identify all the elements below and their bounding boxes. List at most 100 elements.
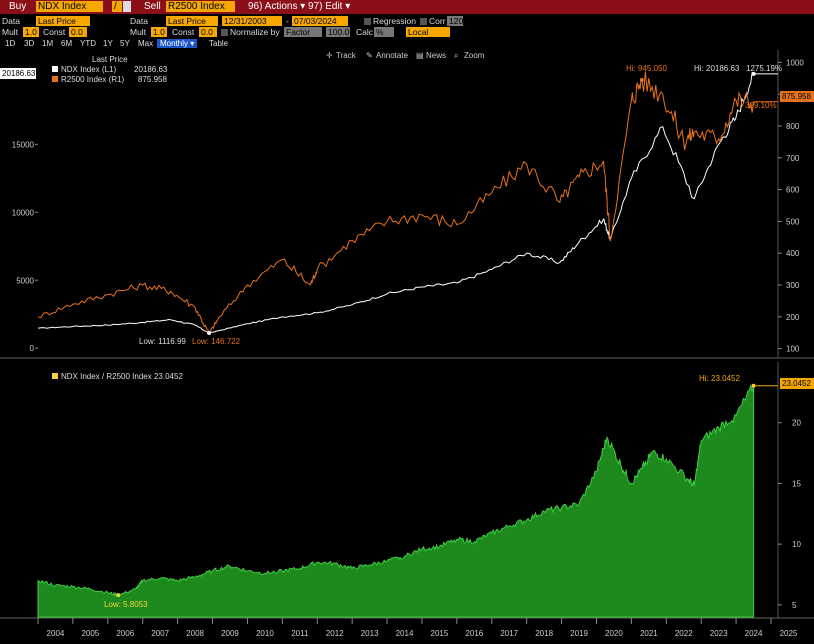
range-1d[interactable]: 1D — [5, 39, 16, 48]
const2-label: Const — [172, 27, 195, 37]
ratio-value-tag — [780, 378, 814, 389]
r2500-change-label: 329.10% — [745, 101, 777, 110]
ndx-low-marker — [207, 331, 212, 336]
right-y-tick-label: 800 — [786, 122, 800, 131]
range-3d[interactable]: 3D — [24, 39, 35, 48]
range-1y[interactable]: 1Y — [103, 39, 113, 48]
ratio-y-tick-label: 5 — [792, 601, 797, 610]
ratio-hi-label: Hi: 23.0452 — [699, 374, 740, 383]
const-field[interactable]: 0.0 — [69, 27, 87, 37]
data2-label: Data — [130, 16, 148, 26]
mult2-field[interactable]: 1.0 — [151, 27, 167, 37]
corr-checkbox[interactable] — [420, 18, 427, 25]
ratio-low-label: Low: 5.8053 — [104, 600, 148, 609]
annotate-icon: ✎ — [366, 51, 373, 60]
legend-r2500-swatch — [52, 76, 58, 82]
tool-annotate[interactable]: Annotate — [376, 51, 409, 60]
tool-zoom[interactable]: Zoom — [464, 51, 485, 60]
range-5y[interactable]: 5Y — [120, 39, 130, 48]
x-tick-label: 2013 — [361, 629, 379, 638]
regression-checkbox[interactable] — [364, 18, 371, 25]
corr-field[interactable]: 120 — [447, 16, 464, 26]
const2-field[interactable]: 0.0 — [199, 27, 217, 37]
tool-track[interactable]: Track — [336, 51, 357, 60]
frequency-dropdown[interactable]: Monthly ▾ — [157, 39, 198, 48]
r2500-hi-marker — [639, 77, 644, 82]
ratio-value-tag-text: 23.0452 — [782, 379, 811, 388]
r2500-hi-label: Hi: 945.050 — [626, 64, 667, 73]
range-1m[interactable]: 1M — [42, 39, 54, 48]
const-label: Const — [43, 27, 66, 37]
right-y-tick-label: 1000 — [786, 58, 804, 67]
left-value-tag — [0, 68, 36, 79]
x-tick-label: 2024 — [745, 629, 763, 638]
tool-news[interactable]: News — [426, 51, 446, 60]
legend-box — [44, 60, 174, 88]
mult2-label: Mult — [130, 27, 147, 37]
lower-legend-box — [42, 370, 192, 382]
x-tick-label: 2025 — [780, 629, 798, 638]
x-tick-label: 2016 — [465, 629, 483, 638]
x-tick-label: 2011 — [291, 629, 309, 638]
settings-panel: Data Last Price Data Last Price 12/31/20… — [0, 15, 814, 39]
normalize-checkbox[interactable] — [221, 29, 228, 36]
date-separator: - — [286, 16, 289, 26]
x-tick-label: 2008 — [186, 629, 204, 638]
range-6m[interactable]: 6M — [61, 39, 73, 48]
ndx-change-label: 1275.19% — [746, 64, 782, 73]
left-y-tick-label: 5000 — [16, 276, 34, 285]
lower-legend: NDX Index / R2500 Index 23.0452 — [42, 370, 192, 382]
edit-menu[interactable]: 97) Edit ▾ — [308, 1, 351, 12]
ndx-low-label: Low: 1116.99 — [139, 337, 186, 346]
ratio-low-marker — [116, 593, 121, 598]
table-button[interactable]: Table — [209, 39, 229, 48]
legend-r2500-name: R2500 Index (R1) — [61, 75, 124, 84]
local-field[interactable]: Local — [406, 27, 450, 37]
ratio-area — [37, 383, 755, 618]
legend-ndx-name: NDX Index (L1) — [61, 65, 116, 74]
start-date-field[interactable]: 12/31/2003 — [222, 16, 282, 26]
legend-title: Last Price — [92, 55, 128, 64]
chart-toolbar: ✛ Track ✎ Annotate ▤ News ⌕ Zoom — [326, 51, 485, 60]
right-y-tick-label: 300 — [786, 281, 800, 290]
right-y-tick-label: 200 — [786, 313, 800, 322]
x-tick-label: 2014 — [396, 629, 414, 638]
r2500-series-line — [37, 71, 755, 335]
right-value-tag — [780, 91, 814, 102]
left-y-tick-label: 15000 — [12, 140, 35, 149]
chart-area: ✛ Track ✎ Annotate ▤ News ⌕ Zoom Last Pr… — [0, 50, 814, 638]
normalize-number-field[interactable]: 100.0 — [326, 27, 350, 37]
x-tick-label: 2010 — [256, 629, 274, 638]
x-tick-label: 2020 — [605, 629, 623, 638]
x-axis: 2004 2005 2006 2007 2008 2009 2010 2011 2012 2013… — [37, 618, 798, 638]
upper-axes: 0500010000150001002003004005006007008009… — [12, 58, 805, 353]
sell-ticker-field[interactable]: R2500 Index — [166, 1, 235, 12]
data-field[interactable]: Last Price — [36, 16, 90, 26]
x-tick-label: 2019 — [570, 629, 588, 638]
right-value-tag-text: 875.958 — [782, 92, 811, 101]
buy-ticker-field[interactable]: NDX Index — [36, 1, 103, 12]
calc-field[interactable]: % — [374, 27, 394, 37]
data2-field[interactable]: Last Price — [166, 16, 218, 26]
x-tick-label: 2015 — [431, 629, 449, 638]
mult-field[interactable]: 1.0 — [23, 27, 39, 37]
calc-label: Calc — [356, 27, 374, 37]
x-tick-label: 2006 — [116, 629, 134, 638]
lower-area — [37, 383, 778, 618]
normalize-field[interactable]: Factor — [284, 27, 322, 37]
end-date-field[interactable]: 07/03/2024 — [292, 16, 348, 26]
ratio-y-tick-label: 10 — [792, 540, 801, 549]
x-tick-label: 2005 — [81, 629, 99, 638]
actions-menu[interactable]: 96) Actions ▾ — [248, 1, 306, 12]
range-ytd[interactable]: YTD — [80, 39, 96, 48]
lower-legend-swatch — [52, 373, 58, 379]
right-y-tick-label: 600 — [786, 186, 800, 195]
legend-ndx-value: 20186.63 — [134, 65, 168, 74]
right-y-tick-label: 400 — [786, 249, 800, 258]
pair-dropdown-icon[interactable] — [123, 1, 131, 12]
range-max[interactable]: Max — [138, 39, 154, 48]
pair-divider-field[interactable]: / — [112, 1, 122, 12]
buy-label: Buy — [9, 1, 27, 12]
lower-axes: 5 10 15 20 — [778, 419, 801, 610]
right-y-tick-label: 100 — [786, 345, 800, 354]
